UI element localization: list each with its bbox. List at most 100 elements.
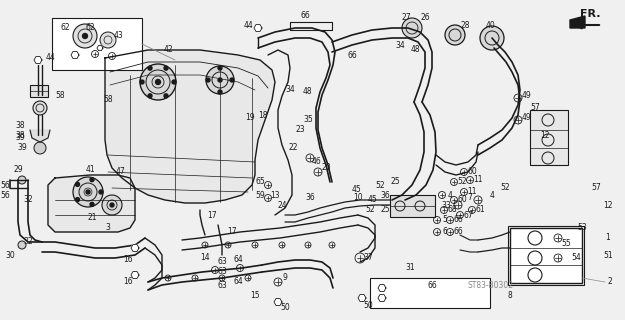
Text: 12: 12 xyxy=(540,131,550,140)
Circle shape xyxy=(164,94,168,98)
Text: 66: 66 xyxy=(453,215,463,225)
Text: 68: 68 xyxy=(448,205,457,214)
Polygon shape xyxy=(570,16,585,28)
Text: 56: 56 xyxy=(0,190,10,199)
Text: 52: 52 xyxy=(458,178,467,187)
Circle shape xyxy=(86,190,90,194)
Text: 28: 28 xyxy=(460,20,470,29)
Text: 25: 25 xyxy=(390,178,400,187)
Bar xyxy=(370,278,490,308)
Text: 8: 8 xyxy=(508,291,512,300)
Text: 2: 2 xyxy=(608,277,612,286)
Text: 60: 60 xyxy=(457,196,467,204)
Text: 41: 41 xyxy=(85,165,95,174)
Text: 53: 53 xyxy=(577,223,587,233)
Circle shape xyxy=(99,190,103,194)
Text: 67: 67 xyxy=(463,211,473,220)
Text: 10: 10 xyxy=(353,194,362,203)
Circle shape xyxy=(82,34,88,38)
Text: 5: 5 xyxy=(442,215,448,225)
Text: 27: 27 xyxy=(401,13,411,22)
Text: 56: 56 xyxy=(0,180,10,189)
Text: 46: 46 xyxy=(312,157,322,166)
Circle shape xyxy=(110,203,114,207)
Text: 39: 39 xyxy=(17,143,27,153)
Polygon shape xyxy=(97,45,103,51)
Text: 6: 6 xyxy=(442,228,448,236)
Text: 62: 62 xyxy=(85,22,95,31)
Text: 7: 7 xyxy=(468,194,472,203)
Text: 40: 40 xyxy=(485,20,495,29)
Text: 57: 57 xyxy=(530,103,540,113)
Text: 45: 45 xyxy=(367,196,377,204)
Text: 63: 63 xyxy=(217,268,227,276)
Text: 66: 66 xyxy=(347,51,357,60)
Polygon shape xyxy=(131,272,139,278)
Circle shape xyxy=(140,64,176,100)
Circle shape xyxy=(206,66,234,94)
Text: 65: 65 xyxy=(255,178,265,187)
Text: 64: 64 xyxy=(233,255,243,265)
Text: 64: 64 xyxy=(233,277,243,286)
Circle shape xyxy=(206,78,210,82)
Polygon shape xyxy=(378,284,386,292)
Circle shape xyxy=(402,18,422,38)
Text: 12: 12 xyxy=(603,201,612,210)
Circle shape xyxy=(445,25,465,45)
Text: 37: 37 xyxy=(363,253,373,262)
Text: 34: 34 xyxy=(285,85,295,94)
Text: 25: 25 xyxy=(380,205,390,214)
Circle shape xyxy=(90,178,94,182)
Text: ST83-B0302: ST83-B0302 xyxy=(467,281,513,290)
Text: 20: 20 xyxy=(321,164,331,172)
Circle shape xyxy=(480,26,504,50)
Circle shape xyxy=(218,78,222,82)
Text: 23: 23 xyxy=(295,125,305,134)
Text: 14: 14 xyxy=(200,253,210,262)
Text: 21: 21 xyxy=(88,213,97,222)
Text: 59: 59 xyxy=(255,191,265,201)
Polygon shape xyxy=(378,294,386,301)
Text: 38: 38 xyxy=(15,121,25,130)
Circle shape xyxy=(76,198,79,202)
Text: 63: 63 xyxy=(217,258,227,267)
Polygon shape xyxy=(30,130,50,142)
Circle shape xyxy=(148,94,152,98)
Circle shape xyxy=(73,24,97,48)
Text: 11: 11 xyxy=(473,175,482,185)
Text: 49: 49 xyxy=(521,91,531,100)
Text: 24: 24 xyxy=(278,201,287,210)
Text: 29: 29 xyxy=(13,165,23,174)
Polygon shape xyxy=(34,57,42,63)
Text: 42: 42 xyxy=(163,45,172,54)
Text: 30: 30 xyxy=(5,251,15,260)
Text: 16: 16 xyxy=(123,277,133,286)
Bar xyxy=(508,226,584,285)
Text: 26: 26 xyxy=(420,13,430,22)
Text: 39: 39 xyxy=(15,133,25,142)
Text: 36: 36 xyxy=(380,190,390,199)
Text: 31: 31 xyxy=(405,263,415,273)
Bar xyxy=(52,18,142,70)
Text: 22: 22 xyxy=(288,143,298,153)
Bar xyxy=(390,195,435,217)
Circle shape xyxy=(230,78,234,82)
Circle shape xyxy=(218,90,222,94)
Circle shape xyxy=(102,195,122,215)
Text: 43: 43 xyxy=(113,30,123,39)
Polygon shape xyxy=(358,294,366,301)
Text: 1: 1 xyxy=(606,234,611,243)
Circle shape xyxy=(140,80,144,84)
Text: 19: 19 xyxy=(245,114,255,123)
Text: 58: 58 xyxy=(55,91,65,100)
Text: 52: 52 xyxy=(365,205,375,214)
Text: 63: 63 xyxy=(217,281,227,290)
Polygon shape xyxy=(105,50,275,203)
Circle shape xyxy=(33,101,47,115)
Text: 17: 17 xyxy=(208,211,217,220)
Text: 50: 50 xyxy=(363,300,373,309)
Text: 36: 36 xyxy=(305,194,315,203)
Text: 52: 52 xyxy=(375,180,385,189)
Text: 66: 66 xyxy=(453,228,463,236)
Circle shape xyxy=(76,182,79,186)
